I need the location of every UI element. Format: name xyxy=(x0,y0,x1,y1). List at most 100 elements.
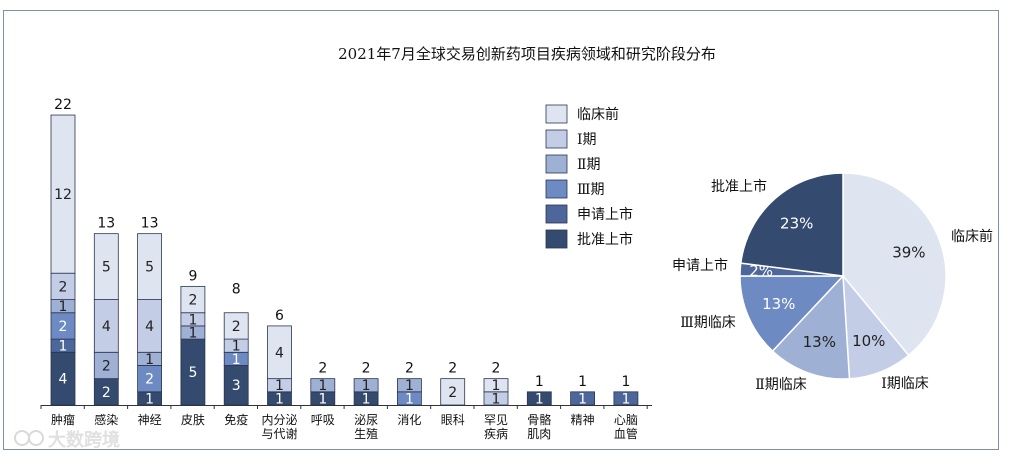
x-tick-label: 免疫 xyxy=(224,412,248,427)
bar-total-label: 22 xyxy=(54,97,72,113)
bar-stack-4: 3 11 2 8 免疫 xyxy=(223,282,249,427)
bar-value-label: 2 xyxy=(145,372,154,388)
pie-category-label: Ⅲ期临床 xyxy=(680,315,736,331)
bar-value-label: 1 xyxy=(405,378,414,394)
legend-item: 申请上市 xyxy=(545,204,633,224)
x-tick-label: 生殖 xyxy=(354,426,378,441)
bar-value-label: 1 xyxy=(362,378,371,394)
pie-slice xyxy=(771,274,851,380)
bar-value-label: 1 xyxy=(188,326,197,342)
bar-segment xyxy=(526,391,552,406)
bar-segment xyxy=(50,272,76,300)
chart-title: 2021年7月全球交易创新药项目疾病领域和研究阶段分布 xyxy=(338,45,716,63)
legend-swatch xyxy=(545,179,568,199)
bar-total-label: 1 xyxy=(535,374,544,390)
bar-total-label: 2 xyxy=(362,361,371,377)
bar-segment xyxy=(50,114,76,274)
bar-segment xyxy=(440,378,466,406)
pie-slice xyxy=(739,172,844,277)
legend-swatch xyxy=(545,204,568,224)
bar-segment xyxy=(93,351,119,380)
x-tick-label: 血管 xyxy=(614,426,638,441)
bar-segment xyxy=(483,378,509,393)
x-tick-label: 疾病 xyxy=(484,426,508,441)
bar-value-label: 2 xyxy=(232,319,241,335)
bar-value-label: 3 xyxy=(232,378,241,394)
pie-percent-label: 23% xyxy=(780,214,813,232)
chart-frame xyxy=(3,10,999,450)
bar-segment xyxy=(93,299,119,353)
pie-category-label: 批准上市 xyxy=(711,178,767,195)
bar-total-label: 2 xyxy=(492,361,501,377)
bar-segment xyxy=(570,391,595,406)
bar-segment xyxy=(613,391,639,406)
bar-total-label: 1 xyxy=(578,374,587,390)
bar-value-label: 1 xyxy=(492,378,501,394)
legend-item: Ⅱ期 xyxy=(545,154,601,174)
pie-percent-label: 13% xyxy=(762,295,795,313)
x-tick-label: 神经 xyxy=(138,413,162,427)
x-tick-label: 呼吸 xyxy=(311,413,335,427)
bar-value-label: 1 xyxy=(145,391,154,407)
bar-total-label: 6 xyxy=(275,308,284,324)
legend-label: Ⅱ期 xyxy=(577,157,601,173)
bar-value-label: 1 xyxy=(578,391,587,407)
x-tick-label: 皮肤 xyxy=(181,412,205,427)
bar-value-label: 1 xyxy=(318,391,327,407)
legend-label: Ⅲ期 xyxy=(577,182,605,198)
legend-swatch xyxy=(545,154,568,174)
bar-value-label: 1 xyxy=(275,378,284,394)
legend-swatch xyxy=(545,129,568,149)
bar-total-label: 1 xyxy=(621,374,630,390)
watermark: 大数跨境 xyxy=(14,429,120,451)
bar-value-label: 1 xyxy=(492,391,501,407)
bar-segment xyxy=(137,299,163,353)
legend-swatch xyxy=(545,104,568,124)
bar-total-label: 13 xyxy=(141,216,159,232)
bar-value-label: 2 xyxy=(59,319,68,335)
bar-value-label: 2 xyxy=(102,358,111,374)
x-tick-label: 内分泌 xyxy=(261,413,297,427)
bar-value-label: 1 xyxy=(232,352,241,368)
bar-value-label: 1 xyxy=(318,378,327,394)
bar-segment xyxy=(50,351,76,406)
svg-text:大数跨境: 大数跨境 xyxy=(48,429,120,451)
bar-value-label: 1 xyxy=(59,339,68,355)
bar-total-label: 2 xyxy=(448,361,457,377)
bar-value-label: 1 xyxy=(188,312,197,328)
bar-value-label: 2 xyxy=(448,385,457,401)
legend-item: 临床前 xyxy=(545,104,619,124)
bar-value-label: 12 xyxy=(54,187,72,203)
pie-percent-label: 39% xyxy=(892,243,925,261)
legend-label: 批准上市 xyxy=(577,231,633,248)
pie-category-label: 申请上市 xyxy=(672,257,728,274)
bar-segment xyxy=(50,312,76,340)
legend-swatch xyxy=(545,229,568,249)
x-tick-label: 与代谢 xyxy=(261,426,297,441)
pie-percent-label: 13% xyxy=(803,333,836,351)
x-tick-label: 眼科 xyxy=(441,413,465,427)
bar-value-label: 2 xyxy=(188,293,197,309)
bar-value-label: 1 xyxy=(621,391,630,407)
bar-value-label: 1 xyxy=(232,339,241,355)
pie-category-label: Ⅱ期临床 xyxy=(755,377,807,393)
bar-value-label: 2 xyxy=(102,385,111,401)
legend-label: 临床前 xyxy=(577,106,619,123)
bar-value-label: 1 xyxy=(59,299,68,315)
bar-segment xyxy=(267,325,292,380)
pie-category-label: Ⅰ期临床 xyxy=(881,376,929,392)
bar-stack-2: 1 2 1 4 5 13 神经 xyxy=(137,216,163,427)
bar-total-label: 2 xyxy=(318,361,327,377)
x-tick-label: 泌尿 xyxy=(354,413,378,427)
x-tick-label: 骨骼 xyxy=(527,412,551,427)
bar-value-label: 1 xyxy=(145,352,154,368)
bar-stack-3: 5 11 2 9 皮肤 xyxy=(180,268,206,427)
bar-stack-1: 2 2 4 5 13 感染 xyxy=(93,216,119,427)
bar-segment xyxy=(180,338,206,406)
